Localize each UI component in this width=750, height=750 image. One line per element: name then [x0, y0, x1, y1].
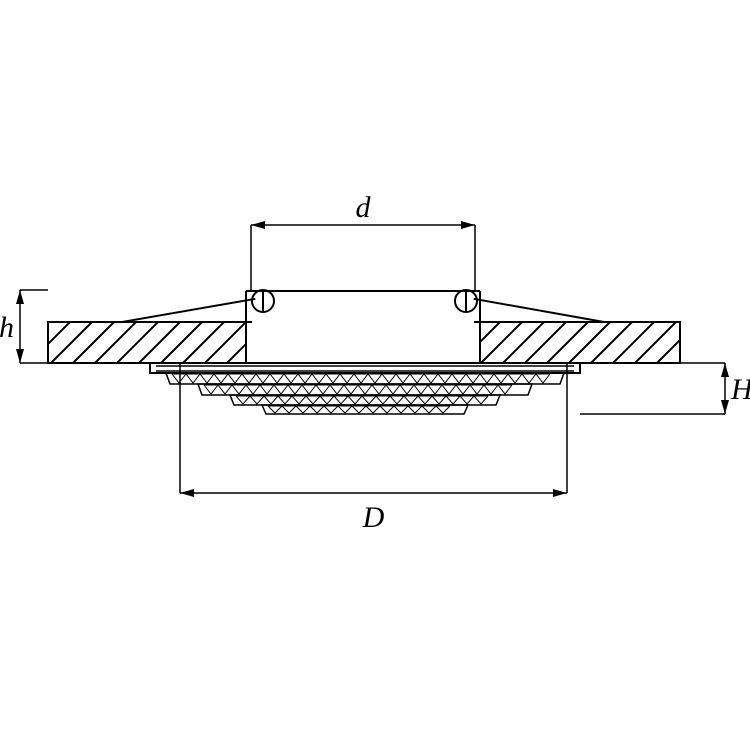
svg-text:H: H: [730, 373, 750, 406]
spring-clips: [122, 290, 604, 322]
technical-drawing: d Dh H: [0, 0, 750, 750]
svg-text:h: h: [0, 311, 14, 344]
slab-right: [239, 322, 742, 363]
decorative-rows: [166, 373, 564, 414]
mount-plate: [150, 363, 580, 373]
recess-top: [246, 291, 480, 322]
svg-text:D: D: [362, 501, 385, 534]
slab-left: [0, 322, 312, 363]
svg-text:d: d: [356, 191, 372, 224]
